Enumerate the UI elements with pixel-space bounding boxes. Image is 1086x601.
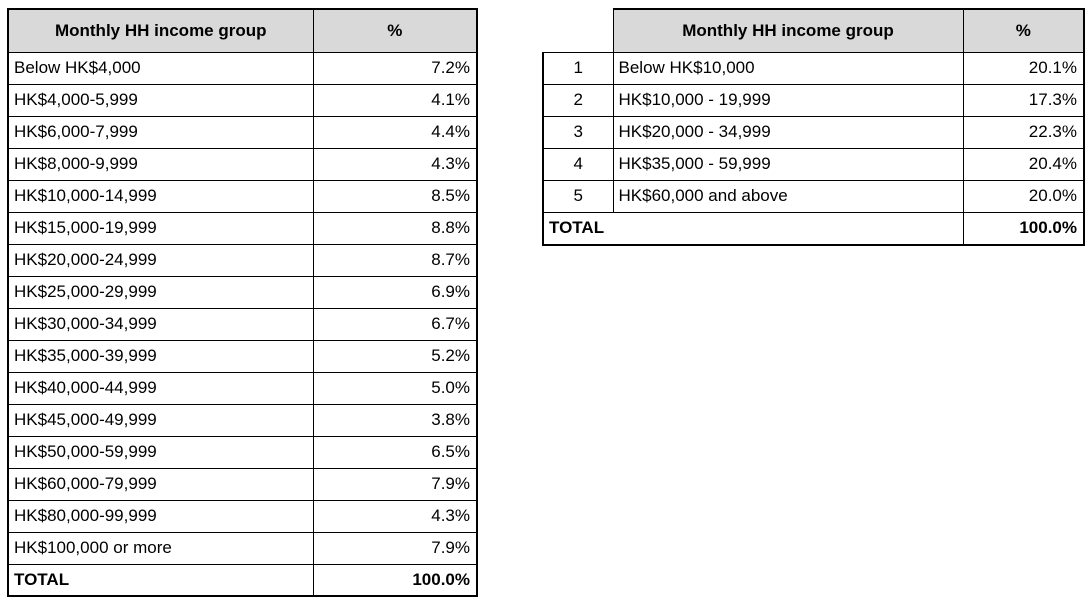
table-row: 1 Below HK$10,000 20.1%	[542, 51, 1085, 85]
pct-cell: 6.7%	[312, 307, 478, 341]
pct-cell: 7.2%	[312, 51, 478, 85]
income-group-cell: HK$35,000-39,999	[7, 339, 314, 373]
pct-cell: 8.7%	[312, 243, 478, 277]
header-ghost-cell	[543, 9, 613, 52]
pct-cell: 20.4%	[962, 147, 1085, 181]
table-row: HK$4,000-5,999 4.1%	[7, 83, 478, 117]
header-cell-income-group: Monthly HH income group	[7, 8, 314, 53]
table-row: HK$60,000-79,999 7.9%	[7, 467, 478, 501]
pct-cell: 5.0%	[312, 371, 478, 405]
income-group-cell: HK$60,000-79,999	[7, 467, 314, 501]
table-row: HK$15,000-19,999 8.8%	[7, 211, 478, 245]
income-group-cell: HK$100,000 or more	[7, 531, 314, 565]
income-group-cell: HK$25,000-29,999	[7, 275, 314, 309]
table-row: HK$30,000-34,999 6.7%	[7, 307, 478, 341]
row-number-cell: 1	[542, 51, 614, 85]
income-group-cell: Below HK$10,000	[612, 51, 964, 85]
row-number-cell: 2	[542, 83, 614, 117]
pct-cell: 6.9%	[312, 275, 478, 309]
total-row: TOTAL 100.0%	[7, 563, 478, 597]
income-table-grouped: Monthly HH income group % 1 Below HK$10,…	[542, 8, 1085, 246]
table-row: 3 HK$20,000 - 34,999 22.3%	[542, 115, 1085, 149]
total-label-cell: TOTAL	[7, 563, 314, 597]
income-group-cell: HK$35,000 - 59,999	[612, 147, 964, 181]
pct-cell: 3.8%	[312, 403, 478, 437]
table-row: HK$25,000-29,999 6.9%	[7, 275, 478, 309]
income-group-cell: Below HK$4,000	[7, 51, 314, 85]
pct-cell: 5.2%	[312, 339, 478, 373]
income-group-cell: HK$6,000-7,999	[7, 115, 314, 149]
table-row: HK$50,000-59,999 6.5%	[7, 435, 478, 469]
table-row: HK$20,000-24,999 8.7%	[7, 243, 478, 277]
total-pct-cell: 100.0%	[312, 563, 478, 597]
pct-cell: 7.9%	[312, 531, 478, 565]
income-group-cell: HK$10,000 - 19,999	[612, 83, 964, 117]
row-number-cell: 3	[542, 115, 614, 149]
table-row: HK$6,000-7,999 4.4%	[7, 115, 478, 149]
row-number-cell: 5	[542, 179, 614, 213]
income-group-cell: HK$45,000-49,999	[7, 403, 314, 437]
table-row: HK$100,000 or more 7.9%	[7, 531, 478, 565]
pct-cell: 17.3%	[962, 83, 1085, 117]
table-row: HK$45,000-49,999 3.8%	[7, 403, 478, 437]
header-cell-pct: %	[312, 8, 478, 53]
income-group-cell: HK$50,000-59,999	[7, 435, 314, 469]
income-group-cell: HK$20,000-24,999	[7, 243, 314, 277]
header-cell-pct: %	[962, 8, 1085, 53]
pct-cell: 8.5%	[312, 179, 478, 213]
table-row: Below HK$4,000 7.2%	[7, 51, 478, 85]
pct-cell: 4.1%	[312, 83, 478, 117]
pct-cell: 8.8%	[312, 211, 478, 245]
table-row: HK$40,000-44,999 5.0%	[7, 371, 478, 405]
income-table-detailed: Monthly HH income group % Below HK$4,000…	[7, 8, 478, 597]
table-row: HK$8,000-9,999 4.3%	[7, 147, 478, 181]
pct-cell: 20.1%	[962, 51, 1085, 85]
pct-cell: 7.9%	[312, 467, 478, 501]
income-group-cell: HK$4,000-5,999	[7, 83, 314, 117]
income-group-cell: HK$10,000-14,999	[7, 179, 314, 213]
income-group-cell: HK$15,000-19,999	[7, 211, 314, 245]
income-group-cell: HK$40,000-44,999	[7, 371, 314, 405]
pct-cell: 4.4%	[312, 115, 478, 149]
income-group-cell: HK$60,000 and above	[612, 179, 964, 213]
pct-cell: 6.5%	[312, 435, 478, 469]
table-row: 5 HK$60,000 and above 20.0%	[542, 179, 1085, 213]
total-label-cell: TOTAL	[542, 211, 964, 246]
pct-cell: 4.3%	[312, 147, 478, 181]
income-group-cell: HK$30,000-34,999	[7, 307, 314, 341]
table-row: HK$80,000-99,999 4.3%	[7, 499, 478, 533]
total-row: TOTAL 100.0%	[542, 211, 1085, 246]
income-group-cell: HK$20,000 - 34,999	[612, 115, 964, 149]
header-cell-income-group: Monthly HH income group	[612, 8, 964, 53]
row-number-cell: 4	[542, 147, 614, 181]
table-row: HK$10,000-14,999 8.5%	[7, 179, 478, 213]
table-row: 4 HK$35,000 - 59,999 20.4%	[542, 147, 1085, 181]
table-row: HK$35,000-39,999 5.2%	[7, 339, 478, 373]
income-group-cell: HK$8,000-9,999	[7, 147, 314, 181]
table-row: 2 HK$10,000 - 19,999 17.3%	[542, 83, 1085, 117]
pct-cell: 22.3%	[962, 115, 1085, 149]
pct-cell: 4.3%	[312, 499, 478, 533]
header-row: Monthly HH income group %	[7, 8, 478, 53]
income-group-cell: HK$80,000-99,999	[7, 499, 314, 533]
header-row: Monthly HH income group %	[543, 8, 1085, 53]
pct-cell: 20.0%	[962, 179, 1085, 213]
total-pct-cell: 100.0%	[962, 211, 1085, 246]
